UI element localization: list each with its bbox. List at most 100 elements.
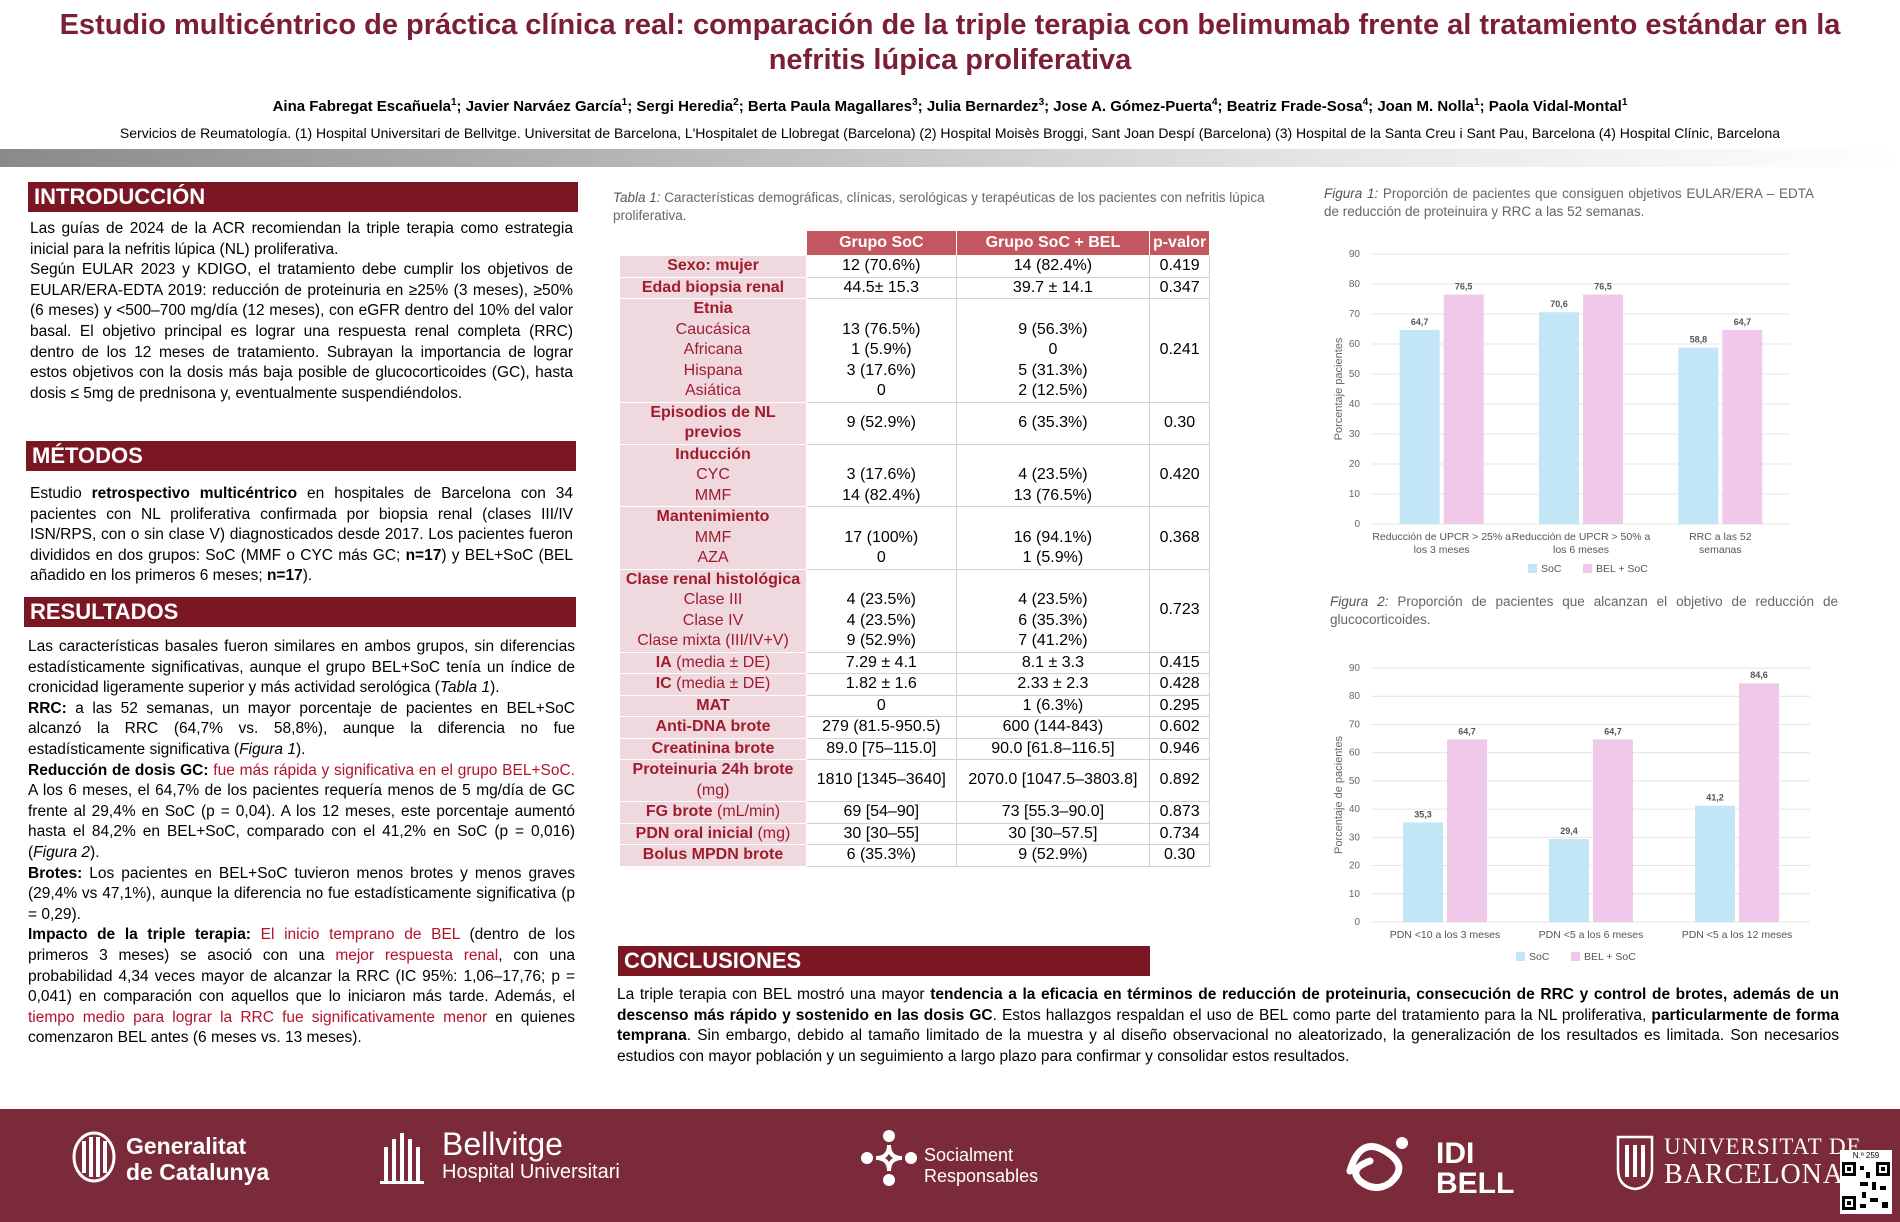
bellvitge-columns-icon [380,1133,424,1184]
table-row: Clase renal histológica Clase III Clase IV… [619,568,1210,653]
cell-p-value: 0.368 [1149,506,1210,570]
table-header-p: p-valor [1149,230,1210,256]
cell-p-value: 0.602 [1149,716,1210,739]
bar [1722,329,1763,524]
table-row: MAT 0 1 (6.3%) 0.295 [619,694,1210,717]
x-tick-label: RRC a las 52 [1689,531,1752,543]
intro-heading: INTRODUCCIÓN [28,182,578,212]
y-tick-label: 50 [1349,776,1361,787]
data-label: 64,7 [1411,317,1429,327]
author-affiliation-mark: 4 [1362,97,1369,108]
bar [1583,294,1623,524]
y-tick-label: 10 [1349,889,1361,900]
cell-p-value: 0.428 [1149,673,1210,696]
bar [1539,312,1579,524]
data-label: 58,8 [1690,335,1708,345]
author-affiliation-mark: 4 [1211,97,1218,108]
cell-soc: 1.82 ± 1.6 [806,673,957,696]
data-label: 64,7 [1604,726,1622,736]
cell-soc: 44.5± 15.3 [806,276,957,299]
author-affiliation-mark: 1 [621,97,628,108]
cell-soc: 13 (76.5%) 1 (5.9%) 3 (17.6%) 0 [806,298,957,403]
social-line-2: Responsables [924,1166,1039,1186]
y-tick-label: 70 [1349,309,1361,320]
cell-soc: 6 (35.3%) [806,844,957,867]
qr-code[interactable]: N.º 259 [1840,1150,1892,1214]
author-affiliation-mark: 1 [1621,97,1628,108]
author-name: Sergi Heredia [636,98,734,115]
row-label: Creatinina brote [619,737,807,760]
table-row: Mantenimiento MMF AZA 17 (100%) 0 16 (94.1%) 1… [619,506,1210,570]
row-sublabel: AZA [697,549,729,566]
cell-p-value: 0.347 [1149,276,1210,299]
cell-value: 0 [1048,341,1058,358]
cell-value: 9 (56.3%) [1018,320,1088,338]
gc-highlight: fue más rápida y significativa en el gru… [208,761,575,779]
x-tick-label: Reducción de UPCR > 25% a [1372,531,1511,543]
cell-value: 16 (94.1%) [1013,528,1093,546]
cell-value: 14 (82.4%) [842,486,921,504]
bar [1549,839,1589,922]
cell-p-value: 0.30 [1149,844,1210,867]
y-tick-label: 90 [1349,663,1361,674]
figure-2-caption: Figura 2: Proporción de pacientes que al… [1330,593,1838,629]
y-tick-label: 60 [1349,339,1361,350]
table-row: Sexo: mujer 12 (70.6%) 14 (82.4%) 0.419 [619,255,1210,278]
conclusions-heading: CONCLUSIONES [618,946,1150,976]
legend-swatch [1528,564,1537,573]
cell-value: 4 (23.5%) [1018,466,1088,483]
table-header-empty [619,230,807,256]
idibell-text: IDI BELL [1436,1137,1515,1200]
cell-bel: 8.1 ± 3.3 [955,651,1151,674]
impact-highlight-1: El inicio temprano de BEL [250,926,460,944]
cell-p-value: 0.892 [1149,759,1210,802]
footer-logos-bar: Generalitat de Catalunya Bellvitge Hospi… [0,1109,1900,1222]
author-affiliation-mark: 2 [733,97,739,108]
row-label: Edad biopsia renal [619,276,807,299]
table-row: Inducción CYC MMF 3 (17.6%) 14 (82.4%) 4 (23.… [619,443,1210,507]
row-sublabel: Hispana [683,361,743,379]
cell-soc: 17 (100%) 0 [806,506,957,570]
legend-swatch [1516,952,1525,961]
bar [1399,329,1440,524]
row-label-text: Edad biopsia renal [641,278,785,296]
row-label-text: Anti-DNA brote [655,718,771,735]
methods-t1: Estudio [30,485,92,502]
cell-soc: 30 [30–55] [806,822,957,845]
conc-t3: . Estos hallazgos respaldan el uso de BE… [992,1006,1652,1024]
row-label: Sexo: mujer [619,255,807,278]
y-tick-label: 20 [1349,861,1361,872]
gencat-emblem-icon [72,1131,116,1183]
legend-label: BEL + SoC [1596,563,1648,575]
table-row: Proteinuria 24h brote (mg) 1810 [1345–3640… [619,759,1210,802]
cell-soc: 12 (70.6%) [806,255,957,278]
row-sublabel: CYC [696,466,730,483]
ub-seal-icon [1616,1135,1654,1191]
table-header-soc: Grupo SoC [806,230,957,256]
conc-t5: . Sin embargo, debido al tamaño limitado… [617,1027,1839,1065]
row-sublabel: Asiática [684,382,742,399]
y-tick-label: 40 [1349,804,1361,815]
row-sublabel: MMF [694,528,732,546]
x-tick-label: los 3 meses [1414,544,1470,556]
cell-p-value: 0.295 [1149,694,1210,717]
data-label: 76,5 [1455,282,1473,292]
cell-bel: 4 (23.5%) 6 (35.3%) 7 (41.2%) [955,568,1151,653]
cell-value: 2 (12.5%) [1018,382,1088,399]
cell-value: 4 (23.5%) [846,591,916,608]
cell-p-value: 0.30 [1149,401,1210,445]
row-label-text: FG brote [645,803,713,820]
cell-p-value: 0.946 [1149,737,1210,760]
rrc-text: a las 52 semanas, un mayor porcentaje de… [28,699,575,758]
methods-text: Estudio retrospectivo multicéntrico en h… [30,484,573,587]
cell-bel: 1 (6.3%) [955,694,1151,717]
bar [1678,347,1719,524]
table-row: Episodios de NL previos 9 (52.9%) 6 (35.3%… [619,401,1210,445]
legend-label: SoC [1541,563,1562,575]
row-label-text: PDN oral inicial [635,824,754,842]
y-tick-label: 60 [1349,748,1361,759]
row-label-text: Inducción [675,445,751,463]
author-name: Paola Vidal-Montal [1488,98,1622,115]
cell-bel: 2.33 ± 2.3 [955,673,1151,696]
row-label: Bolus MPDN brote [619,844,807,867]
